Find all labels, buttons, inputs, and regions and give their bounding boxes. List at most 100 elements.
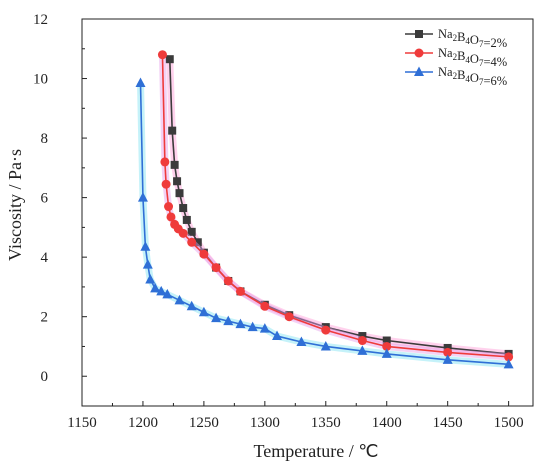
- legend-label-part: 4: [465, 36, 470, 46]
- y-tick-label: 4: [41, 250, 49, 266]
- series-2-line: [161, 54, 509, 358]
- series-3-point: [142, 259, 153, 269]
- series-3-point: [503, 358, 514, 369]
- series-3-point: [174, 294, 185, 305]
- series-1-point: [165, 55, 174, 64]
- series-3-point: [272, 330, 283, 341]
- x-tick-label: 1250: [189, 415, 219, 431]
- legend-label: Na2B4O7=6%: [438, 65, 507, 88]
- legend-label-part: 2: [453, 71, 458, 81]
- series-1-point: [168, 126, 177, 135]
- legend-label: Na2B4O7=2%: [438, 27, 507, 50]
- legend-label-part: Na: [438, 46, 453, 60]
- legend-label-part: =2%: [483, 36, 507, 50]
- series-3-point: [442, 354, 453, 364]
- series-3-point: [211, 312, 222, 323]
- series-1-point: [193, 238, 202, 247]
- legend-marker: [414, 66, 424, 76]
- series-3-point: [247, 321, 258, 332]
- series-2-point: [235, 286, 245, 296]
- legend-label-part: O: [470, 71, 479, 85]
- legend-item-2: Na2B4O7=4%: [405, 46, 507, 69]
- legend-label-part: 2: [453, 33, 458, 43]
- series-2-point: [211, 263, 221, 273]
- series-2-point: [382, 341, 392, 351]
- series-3-point: [135, 77, 146, 88]
- series-1-point: [182, 215, 191, 224]
- series-3: [135, 77, 514, 369]
- series-2-point: [284, 312, 294, 322]
- series-2: [157, 50, 514, 362]
- series-2-point: [157, 50, 167, 60]
- legend-label: Na2B4O7=4%: [438, 46, 507, 69]
- axis-layer: 1150 1200 1250 1300 1350 1400 1450 150002468101…: [33, 12, 524, 431]
- series-2-point: [160, 157, 170, 167]
- series-3-point: [357, 345, 368, 355]
- legend: Na2B4O7=2%Na2B4O7=4%Na2B4O7=6%: [405, 27, 507, 88]
- legend-label-part: Na: [438, 27, 453, 41]
- series-3-point: [150, 282, 161, 293]
- series-3-point: [320, 340, 331, 351]
- series-3-line: [139, 82, 509, 366]
- x-tick-label: 1300: [250, 415, 280, 431]
- legend-label-part: B: [457, 30, 465, 44]
- legend-label-part: O: [470, 33, 479, 47]
- series-3-point: [186, 300, 197, 311]
- series-2-halo: [158, 54, 509, 361]
- series-2-point: [260, 301, 270, 311]
- legend-label-part: O: [470, 52, 479, 66]
- series-3-point: [235, 318, 246, 329]
- x-tick-label: 1400: [372, 415, 402, 431]
- series-1-point: [187, 227, 196, 236]
- series-3-point: [140, 241, 151, 251]
- series-1-point: [179, 204, 188, 213]
- series-1-halo: [166, 59, 509, 358]
- series-2-point: [223, 276, 233, 286]
- series-2-point: [504, 352, 514, 362]
- series-2-point: [357, 336, 367, 346]
- series-3-point: [198, 306, 209, 317]
- series-2-point: [166, 212, 176, 222]
- legend-label-part: 2: [453, 52, 458, 62]
- x-tick-label: 1500: [494, 415, 524, 431]
- series-2-point: [321, 325, 331, 335]
- legend-label-part: 4: [465, 74, 470, 84]
- series-3-point: [296, 336, 307, 346]
- x-tick-label: 1450: [433, 415, 463, 431]
- y-tick-label: 8: [41, 131, 49, 147]
- y-tick-label: 6: [41, 191, 49, 207]
- series-2-point: [161, 179, 171, 189]
- series-2-point: [199, 249, 209, 259]
- series-3-halo: [137, 82, 509, 368]
- x-axis-title: Temperature / ℃: [254, 441, 379, 461]
- legend-label-part: =6%: [483, 74, 507, 88]
- y-tick-label: 2: [41, 310, 49, 326]
- series-3-point: [156, 285, 167, 296]
- plot-frame: [81, 18, 534, 407]
- legend-item-1: Na2B4O7=2%: [405, 27, 507, 50]
- legend-item-3: Na2B4O7=6%: [405, 65, 507, 88]
- legend-label-part: B: [457, 68, 465, 82]
- legend-label-part: 7: [479, 39, 484, 49]
- legend-label-part: 7: [479, 58, 484, 68]
- legend-label-part: B: [457, 49, 465, 63]
- series-1-point: [170, 160, 179, 169]
- legend-marker: [415, 30, 423, 38]
- series-2-point: [178, 228, 188, 238]
- series-3-point: [381, 348, 392, 358]
- legend-marker: [414, 48, 424, 58]
- y-axis-title: Viscosity / Pa·s: [5, 149, 25, 261]
- plot-border: [81, 18, 534, 407]
- series-2-point: [187, 237, 197, 247]
- x-tick-label: 1200: [128, 415, 158, 431]
- x-tick-label: 1350: [311, 415, 341, 431]
- x-tick-label: 1150: [67, 415, 96, 431]
- series-1: [165, 55, 513, 358]
- legend-label-part: 4: [465, 55, 470, 65]
- legend-label-part: =4%: [483, 55, 507, 69]
- series-3-point: [259, 323, 270, 333]
- series-1-point: [173, 177, 182, 186]
- series-3-point: [223, 315, 234, 326]
- series-3-point: [145, 273, 156, 284]
